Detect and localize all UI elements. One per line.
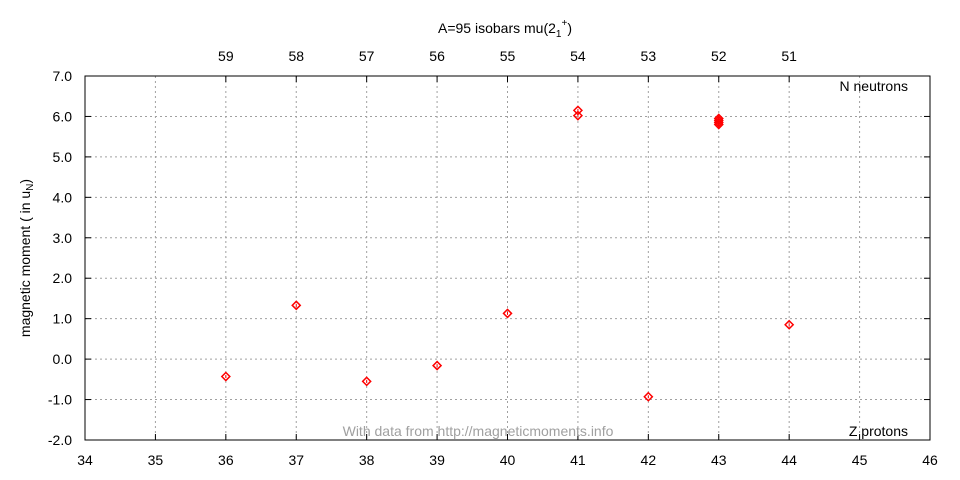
x-tick-label: 45 bbox=[852, 452, 868, 468]
x-tick-label: 40 bbox=[500, 452, 516, 468]
x-tick-label: 36 bbox=[218, 452, 234, 468]
top-tick-label: 51 bbox=[781, 48, 797, 64]
y-tick-label: 3.0 bbox=[53, 230, 73, 246]
x-tick-label: 44 bbox=[781, 452, 797, 468]
y-tick-label: 1.0 bbox=[53, 311, 73, 327]
y-tick-label: -2.0 bbox=[48, 432, 72, 448]
x-tick-label: 37 bbox=[288, 452, 304, 468]
data-point bbox=[784, 319, 795, 330]
chart-title: A=95 isobars mu(21+) bbox=[438, 18, 572, 40]
top-tick-label: 52 bbox=[711, 48, 727, 64]
top-tick-label: 57 bbox=[359, 48, 375, 64]
data-point bbox=[713, 119, 724, 130]
y-tick-label: 2.0 bbox=[53, 270, 73, 286]
y-axis-label: magnetic moment ( in uN) bbox=[17, 179, 36, 337]
data-point bbox=[572, 110, 583, 121]
corner-label-neutrons: N neutrons bbox=[840, 78, 908, 94]
y-tick-label: 7.0 bbox=[53, 68, 73, 84]
y-tick-label: 0.0 bbox=[53, 351, 73, 367]
x-tick-label: 34 bbox=[77, 452, 93, 468]
x-tick-label: 41 bbox=[570, 452, 586, 468]
x-axis-tick-labels: 34 35 36 37 38 39 40 41 42 43 44 45 46 bbox=[77, 452, 938, 468]
x-tick-label: 43 bbox=[711, 452, 727, 468]
data-points bbox=[220, 105, 795, 402]
data-point bbox=[361, 376, 372, 387]
y-tick-label: 4.0 bbox=[53, 189, 73, 205]
top-tick-label: 53 bbox=[641, 48, 657, 64]
data-point bbox=[643, 391, 654, 402]
y-tick-label: -1.0 bbox=[48, 392, 72, 408]
data-point bbox=[432, 360, 443, 371]
x-tick-label: 35 bbox=[148, 452, 164, 468]
x-tick-label: 38 bbox=[359, 452, 375, 468]
x-tick-label: 42 bbox=[641, 452, 657, 468]
grid bbox=[85, 76, 930, 440]
top-axis-tick-labels: 59 58 57 56 55 54 53 52 51 bbox=[218, 48, 797, 64]
top-tick-label: 59 bbox=[218, 48, 234, 64]
data-point bbox=[502, 308, 513, 319]
y-tick-label: 6.0 bbox=[53, 108, 73, 124]
top-tick-label: 55 bbox=[500, 48, 516, 64]
x-tick-label: 39 bbox=[429, 452, 445, 468]
top-tick-label: 56 bbox=[429, 48, 445, 64]
y-tick-label: 5.0 bbox=[53, 149, 73, 165]
data-point bbox=[713, 117, 724, 128]
x-tick-label: 46 bbox=[922, 452, 938, 468]
top-tick-label: 54 bbox=[570, 48, 586, 64]
data-point bbox=[220, 371, 231, 382]
data-credit: With data from http://magneticmoments.in… bbox=[343, 423, 614, 439]
top-tick-label: 58 bbox=[288, 48, 304, 64]
corner-label-protons: Z protons bbox=[849, 423, 908, 439]
axis-ticks bbox=[84, 75, 931, 441]
y-axis-tick-labels: -2.0 -1.0 0.0 1.0 2.0 3.0 4.0 5.0 6.0 7.0 bbox=[48, 68, 72, 448]
data-point bbox=[291, 300, 302, 311]
